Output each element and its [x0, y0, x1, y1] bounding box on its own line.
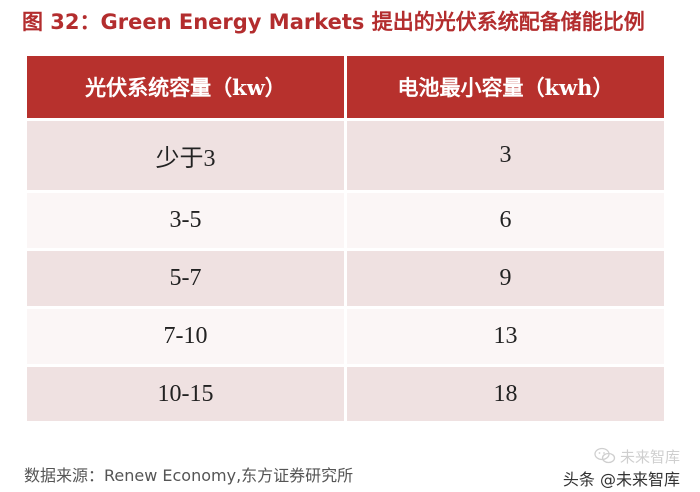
watermark-account: 头条 @未来智库 — [562, 470, 680, 489]
cell-pv-capacity: 3-5 — [27, 190, 347, 250]
cell-battery-capacity: 6 — [345, 190, 664, 250]
table-row: 5-7 9 — [27, 248, 664, 308]
table-header-row: 光伏系统容量（kw） 电池最小容量（kwh） — [27, 56, 664, 120]
source-note: 数据来源：Renew Economy,东方证券研究所 — [24, 466, 354, 485]
table-row: 少于3 3 — [27, 117, 664, 192]
wechat-bubble-icon — [594, 447, 616, 465]
figure-title: 图 32：Green Energy Markets 提出的光伏系统配备储能比例 — [22, 10, 645, 34]
storage-ratio-table: 光伏系统容量（kw） 电池最小容量（kwh） 少于3 3 3-5 6 5-7 9… — [27, 56, 664, 421]
watermark-faint: 未来智库 — [594, 446, 680, 466]
cell-battery-capacity: 13 — [345, 306, 664, 366]
cell-battery-capacity: 9 — [345, 248, 664, 308]
cell-pv-capacity: 10-15 — [27, 364, 347, 421]
cell-pv-capacity: 7-10 — [27, 306, 347, 366]
header-battery-capacity: 电池最小容量（kwh） — [345, 56, 664, 120]
cell-pv-capacity: 5-7 — [27, 248, 347, 308]
table-row: 7-10 13 — [27, 306, 664, 366]
cell-battery-capacity: 18 — [345, 364, 664, 421]
table-row: 10-15 18 — [27, 364, 664, 421]
cell-pv-capacity: 少于3 — [27, 117, 347, 192]
cell-battery-capacity: 3 — [345, 117, 664, 192]
watermark: 未来智库 头条 @未来智库 — [563, 446, 680, 490]
header-pv-capacity: 光伏系统容量（kw） — [27, 56, 347, 120]
data-table: 光伏系统容量（kw） 电池最小容量（kwh） 少于3 3 3-5 6 5-7 9… — [27, 56, 664, 421]
table-row: 3-5 6 — [27, 190, 664, 250]
watermark-faint-text: 未来智库 — [619, 447, 680, 466]
